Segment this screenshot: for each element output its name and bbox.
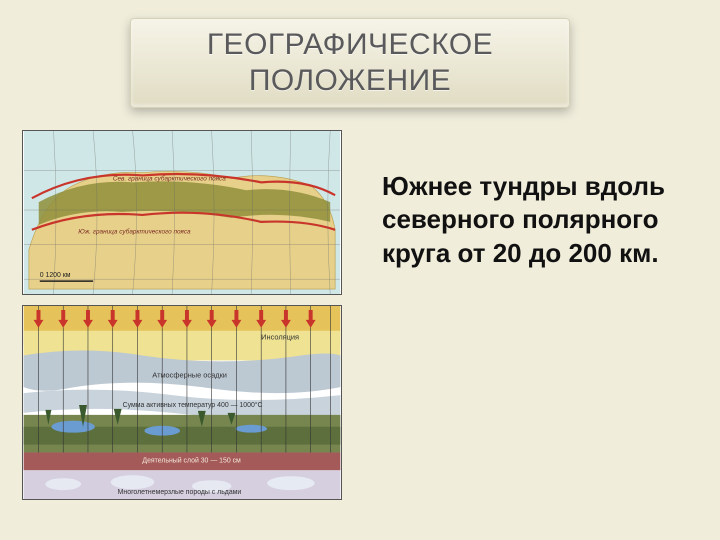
label-insolation: Инсоляция [261, 333, 299, 342]
content-area: Сев. граница субарктического пояса Юж. г… [22, 130, 698, 520]
map-svg: Сев. граница субарктического пояса Юж. г… [23, 131, 341, 294]
label-temp: Сумма активных температур 400 — 1000°С [123, 401, 263, 409]
map-label-south: Юж. граница субарктического пояса [78, 228, 191, 236]
label-permafrost: Многолетнемерзлые породы с льдами [118, 489, 242, 496]
label-precip: Атмосферные осадки [152, 370, 227, 379]
label-frozen: Деятельный слой 30 — 150 см [142, 456, 241, 464]
map-label-north: Сев. граница субарктического пояса [113, 174, 226, 182]
figures-column: Сев. граница субарктического пояса Юж. г… [22, 130, 342, 520]
map-figure-top: Сев. граница субарктического пояса Юж. г… [22, 130, 342, 295]
profile-svg: Инсоляция Атмосферные осадки Сумма актив… [23, 306, 341, 499]
diagram-figure-bottom: Инсоляция Атмосферные осадки Сумма актив… [22, 305, 342, 500]
title-box: ГЕОГРАФИЧЕСКОЕ ПОЛОЖЕНИЕ [130, 18, 570, 108]
text-column: Южнее тундры вдоль северного полярного к… [372, 130, 698, 520]
description-text: Южнее тундры вдоль северного полярного к… [382, 170, 698, 270]
map-scale: 0 1200 км [40, 272, 71, 279]
slide-title: ГЕОГРАФИЧЕСКОЕ ПОЛОЖЕНИЕ [131, 27, 569, 99]
